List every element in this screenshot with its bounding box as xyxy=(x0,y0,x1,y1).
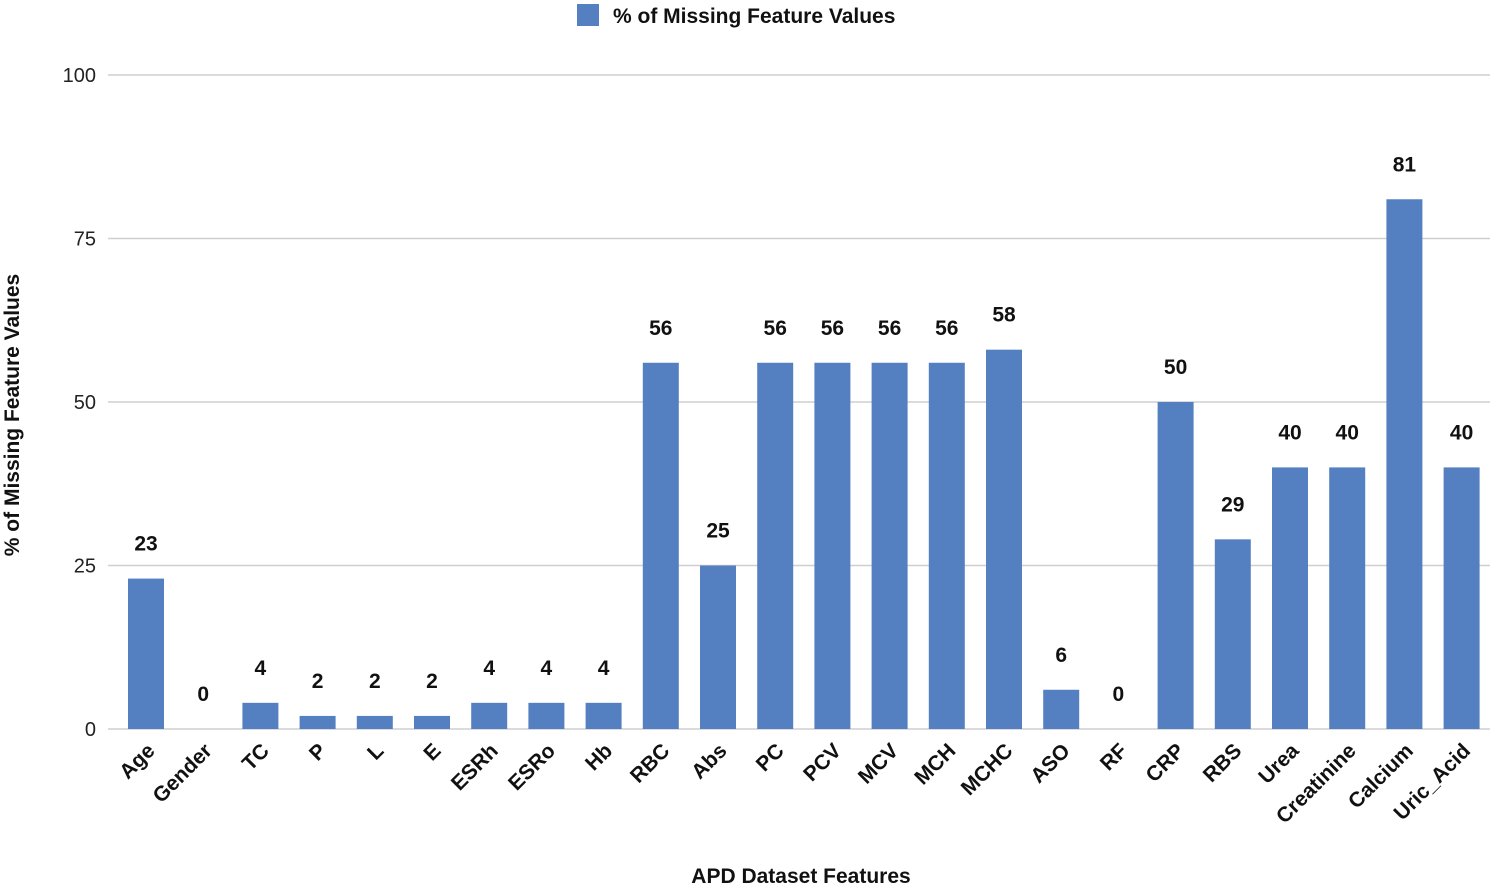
bars xyxy=(128,199,1480,729)
x-tick-label: Urea xyxy=(1254,739,1304,789)
y-axis-title: % of Missing Feature Values xyxy=(1,274,24,556)
bar xyxy=(700,565,736,729)
bar xyxy=(814,362,851,729)
gridlines xyxy=(108,74,1490,730)
x-tick-label: ASO xyxy=(1026,739,1074,787)
x-tick-label: TC xyxy=(238,739,274,775)
data-label: 25 xyxy=(706,520,730,543)
x-tick-label: ESRh xyxy=(447,739,503,795)
x-tick-label: E xyxy=(419,739,445,765)
data-label: 0 xyxy=(197,683,209,706)
x-tick-label: RBS xyxy=(1199,739,1247,787)
data-label: 40 xyxy=(1278,421,1301,444)
x-tick-label: ESRo xyxy=(504,739,560,795)
data-label: 23 xyxy=(134,533,157,556)
y-tick-label: 75 xyxy=(74,229,96,251)
x-tick-label: P xyxy=(305,739,331,765)
data-label: 56 xyxy=(649,317,672,340)
bar xyxy=(1157,402,1194,729)
bar xyxy=(1214,539,1251,729)
y-tick-label: 25 xyxy=(74,556,96,578)
data-label: 40 xyxy=(1336,421,1359,444)
data-label: 50 xyxy=(1164,356,1187,379)
data-label: 56 xyxy=(935,317,958,340)
x-tick-label: RF xyxy=(1096,739,1132,775)
bar xyxy=(471,702,508,729)
bar xyxy=(585,702,622,729)
x-tick-label: MCH xyxy=(910,739,960,789)
bar xyxy=(1443,467,1480,729)
data-label: 56 xyxy=(821,317,844,340)
x-tick-label: Gender xyxy=(148,739,216,807)
y-axis-ticks: 0 25 50 75 100 xyxy=(63,65,96,741)
x-tick-label: Abs xyxy=(687,739,731,783)
data-label: 56 xyxy=(764,317,787,340)
x-axis-title: APD Dataset Features xyxy=(691,865,910,888)
y-tick-label: 0 xyxy=(85,719,96,741)
data-label: 4 xyxy=(255,657,267,680)
legend-label: % of Missing Feature Values xyxy=(613,5,895,28)
bar xyxy=(128,578,164,729)
legend: % of Missing Feature Values xyxy=(577,4,895,28)
bar xyxy=(242,702,279,729)
bar xyxy=(871,362,908,729)
x-tick-label: MCHC xyxy=(957,739,1018,800)
x-tick-label: Age xyxy=(115,739,159,783)
x-tick-label: Hb xyxy=(581,739,617,775)
y-tick-label: 50 xyxy=(74,392,96,414)
data-label: 58 xyxy=(992,304,1016,327)
x-tick-label: CRP xyxy=(1142,739,1190,787)
x-tick-label: PC xyxy=(752,739,789,776)
x-tick-label: L xyxy=(363,739,388,764)
bar xyxy=(986,349,1022,729)
data-label: 4 xyxy=(483,657,495,680)
bar xyxy=(1386,199,1423,729)
bar xyxy=(356,715,393,729)
data-label: 6 xyxy=(1055,644,1067,667)
x-tick-label: RBC xyxy=(626,739,674,787)
data-label: 2 xyxy=(426,670,438,693)
bar xyxy=(1043,689,1080,729)
bar xyxy=(928,362,965,729)
data-label: 2 xyxy=(369,670,381,693)
data-label: 81 xyxy=(1393,153,1417,176)
data-label: 0 xyxy=(1113,683,1125,706)
y-tick-label: 100 xyxy=(63,65,96,87)
bar xyxy=(642,362,679,729)
bar xyxy=(1272,467,1308,729)
data-label: 2 xyxy=(312,670,324,693)
bar xyxy=(299,715,336,729)
bar xyxy=(414,715,450,729)
data-label: 29 xyxy=(1221,493,1244,516)
data-label: 40 xyxy=(1450,421,1473,444)
data-label: 4 xyxy=(598,657,610,680)
x-tick-label: MCV xyxy=(854,739,903,788)
bar xyxy=(1329,467,1366,729)
bar xyxy=(757,362,794,729)
data-label: 56 xyxy=(878,317,901,340)
legend-swatch xyxy=(577,4,599,26)
data-label: 4 xyxy=(541,657,553,680)
bar xyxy=(528,702,565,729)
x-tick-label: PCV xyxy=(799,739,846,786)
